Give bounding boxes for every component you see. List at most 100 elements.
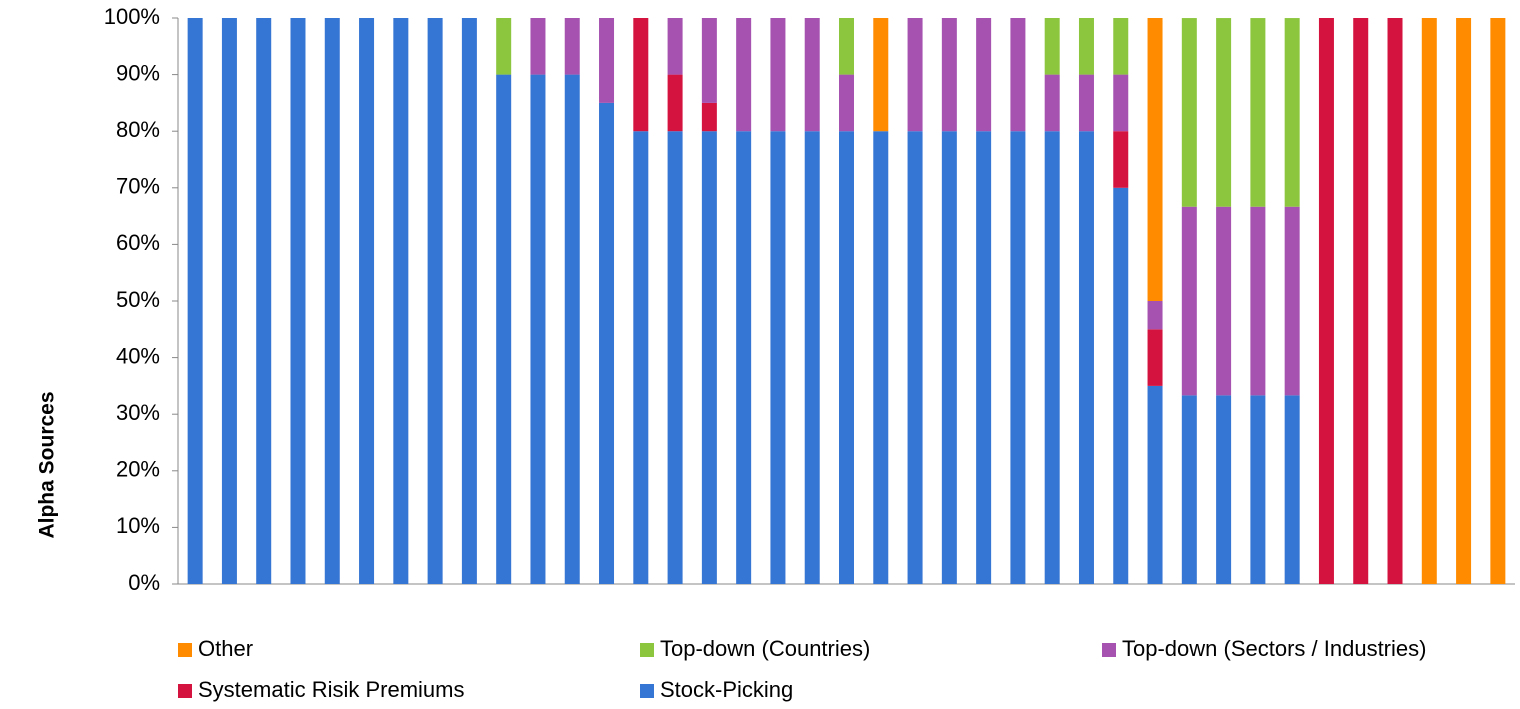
bar-segment	[701, 18, 717, 103]
bar-segment	[564, 74, 580, 584]
bar-segment	[1010, 131, 1026, 584]
bar-segment	[839, 131, 854, 584]
bar-segment	[1284, 395, 1300, 584]
y-tick-label: 70%	[116, 174, 160, 199]
bar-segment	[1216, 206, 1232, 396]
y-tick-label: 30%	[116, 400, 160, 425]
bar-segment	[1078, 131, 1094, 584]
y-tick-label: 90%	[116, 60, 160, 85]
bar-segment	[461, 18, 477, 584]
legend-label: Systematic Risik Premiums	[198, 677, 464, 702]
bar-segment	[1078, 74, 1094, 132]
bar-segment	[1318, 18, 1334, 584]
bar-segment	[736, 18, 752, 132]
bar-segment	[1250, 206, 1266, 396]
bar-segment	[324, 18, 340, 584]
legend-label: Top-down (Countries)	[660, 636, 870, 661]
bar-segment	[907, 131, 923, 584]
bar-segment	[1044, 74, 1060, 132]
bar-segment	[667, 131, 683, 584]
bar-segment	[1113, 74, 1129, 132]
bar-segment	[667, 74, 683, 132]
bar-segment	[1216, 395, 1232, 584]
bar-segment	[359, 18, 375, 584]
bar-segment	[1044, 18, 1060, 75]
bar-segment	[530, 18, 546, 75]
y-tick-label: 100%	[104, 4, 160, 29]
bar-segment	[941, 18, 957, 132]
bar-segment	[1387, 18, 1403, 584]
bar-segment	[633, 18, 649, 132]
bar-segment	[873, 18, 889, 132]
y-tick-label: 40%	[116, 343, 160, 368]
legend-swatch	[640, 684, 654, 698]
legend-swatch	[640, 643, 654, 657]
bar-segment	[564, 18, 580, 75]
bar-segment	[1421, 18, 1437, 584]
legend-label: Other	[198, 636, 253, 661]
y-tick-label: 50%	[116, 287, 160, 312]
bar-segment	[187, 18, 203, 584]
bar-segment	[873, 131, 889, 584]
bar-segment	[667, 18, 683, 75]
bar-segment	[770, 131, 786, 584]
y-tick-label: 10%	[116, 513, 160, 538]
bar-segment	[1181, 395, 1197, 584]
bar-segment	[1044, 131, 1060, 584]
bar-segment	[1216, 18, 1232, 207]
bar-segment	[976, 18, 992, 132]
bar-segment	[290, 18, 306, 584]
bar-segment	[393, 18, 409, 584]
bar-segment	[1284, 206, 1300, 396]
legend-label: Top-down (Sectors / Industries)	[1122, 636, 1426, 661]
legend-label: Stock-Picking	[660, 677, 793, 702]
bar-segment	[1353, 18, 1369, 584]
y-tick-label: 0%	[128, 570, 160, 595]
bar-segment	[221, 18, 237, 584]
bar-segment	[804, 131, 820, 584]
y-tick-label: 20%	[116, 457, 160, 482]
bar-segment	[1113, 187, 1129, 585]
bar-segment	[1181, 206, 1197, 396]
y-axis-title: Alpha Sources	[36, 391, 59, 538]
bar-segment	[1250, 395, 1266, 584]
bar-segment	[530, 74, 546, 584]
bar-segment	[599, 18, 615, 103]
bar-segment	[1147, 385, 1163, 584]
bar-segment	[770, 18, 786, 132]
bar-segment	[736, 131, 752, 584]
bar-segment	[633, 131, 649, 584]
legend-swatch	[1102, 643, 1116, 657]
legend-swatch	[178, 684, 192, 698]
bar-segment	[427, 18, 443, 584]
bar-segment	[839, 18, 854, 75]
legend-swatch	[178, 643, 192, 657]
bar-segment	[1250, 18, 1266, 207]
bar-segment	[701, 131, 717, 584]
bar-segment	[839, 74, 854, 132]
bar-segment	[941, 131, 957, 584]
bar-segment	[1147, 301, 1163, 330]
bar-segment	[1147, 18, 1163, 301]
y-tick-label: 80%	[116, 117, 160, 142]
bar-segment	[496, 74, 512, 584]
bar-segment	[1147, 329, 1163, 386]
bar-segment	[599, 102, 615, 585]
y-tick-label: 60%	[116, 230, 160, 255]
bar-segment	[976, 131, 992, 584]
bar-segment	[256, 18, 272, 584]
bar-segment	[1181, 18, 1197, 207]
bar-segment	[701, 102, 717, 132]
bar-segment	[1490, 18, 1506, 584]
bar-segment	[1456, 18, 1472, 584]
bar-segment	[1010, 18, 1026, 132]
bar-segment	[1113, 131, 1129, 188]
bar-segment	[496, 18, 512, 75]
bar-segment	[1113, 18, 1129, 75]
bar-segment	[907, 18, 923, 132]
bar-segment	[1078, 18, 1094, 75]
bar-segment	[1284, 18, 1300, 207]
bar-segment	[804, 18, 820, 132]
